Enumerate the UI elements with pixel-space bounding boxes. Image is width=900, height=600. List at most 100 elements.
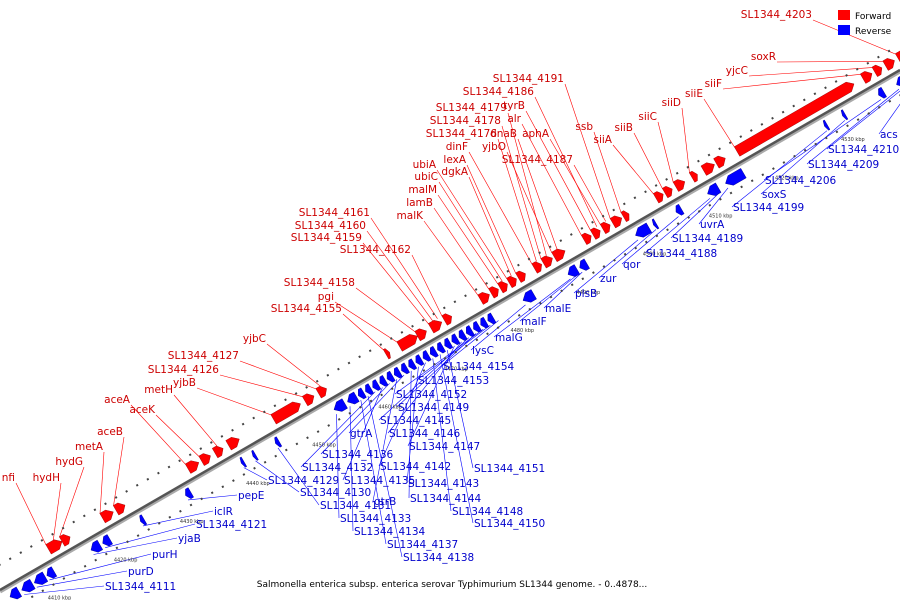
reverse-gene-arrow[interactable] bbox=[565, 264, 581, 280]
reverse-gene-arrow[interactable] bbox=[464, 325, 475, 338]
reverse-gene-label[interactable]: SL1344_4132 bbox=[302, 462, 373, 474]
forward-gene-arrow[interactable] bbox=[225, 434, 242, 451]
reverse-gene-label[interactable]: iclR bbox=[214, 506, 233, 518]
reverse-gene-arrow[interactable] bbox=[520, 289, 537, 305]
forward-gene-label[interactable]: ubiC bbox=[414, 171, 438, 183]
forward-gene-arrow[interactable] bbox=[589, 226, 603, 240]
reverse-gene-label[interactable]: SL1344_4150 bbox=[474, 518, 545, 530]
forward-gene-label[interactable]: SL1344_4176 bbox=[426, 128, 498, 140]
reverse-gene-arrow[interactable] bbox=[577, 258, 590, 273]
reverse-gene-label[interactable]: SL1344_4210 bbox=[828, 144, 899, 156]
forward-gene-label[interactable]: SL1344_4127 bbox=[168, 350, 239, 362]
forward-gene-label[interactable]: aceA bbox=[104, 394, 131, 406]
forward-gene-arrow[interactable] bbox=[99, 507, 116, 524]
forward-gene-arrow[interactable] bbox=[315, 384, 330, 399]
reverse-gene-label[interactable]: SL1344_4135 bbox=[344, 475, 415, 487]
forward-gene-label[interactable]: dnaB bbox=[490, 128, 517, 140]
forward-gene-label[interactable]: siiC bbox=[638, 111, 657, 123]
reverse-gene-label[interactable]: uvrA bbox=[700, 219, 725, 231]
forward-gene-label[interactable]: dinF bbox=[446, 141, 468, 153]
forward-gene-arrow[interactable] bbox=[382, 347, 392, 360]
reverse-gene-arrow[interactable] bbox=[442, 337, 454, 351]
reverse-gene-arrow[interactable] bbox=[183, 487, 194, 501]
forward-gene-arrow[interactable] bbox=[477, 290, 493, 305]
reverse-gene-arrow[interactable] bbox=[88, 539, 104, 555]
forward-gene-arrow[interactable] bbox=[45, 537, 65, 555]
reverse-gene-label[interactable]: purH bbox=[152, 549, 178, 561]
forward-gene-arrow[interactable] bbox=[531, 260, 545, 274]
forward-gene-label[interactable]: siiF bbox=[705, 78, 722, 90]
reverse-gene-arrow[interactable] bbox=[273, 436, 283, 449]
reverse-gene-label[interactable]: SL1344_4144 bbox=[410, 493, 482, 505]
reverse-gene-label[interactable]: qor bbox=[623, 259, 641, 271]
reverse-gene-arrow[interactable] bbox=[822, 119, 831, 131]
forward-gene-label[interactable]: SL1344_4191 bbox=[493, 73, 564, 85]
forward-gene-arrow[interactable] bbox=[609, 213, 625, 229]
forward-gene-label[interactable]: SL1344_4179 bbox=[436, 102, 507, 114]
reverse-gene-label[interactable]: SL1344_4111 bbox=[105, 581, 176, 593]
reverse-gene-arrow[interactable] bbox=[840, 109, 849, 121]
reverse-gene-arrow[interactable] bbox=[100, 534, 113, 548]
forward-gene-label[interactable]: yjbC bbox=[243, 333, 266, 345]
reverse-gene-label[interactable]: SL1344_4129 bbox=[268, 475, 339, 487]
reverse-gene-label[interactable]: SL1344_4145 bbox=[380, 415, 451, 427]
reverse-gene-arrow[interactable] bbox=[705, 182, 722, 199]
forward-gene-arrow[interactable] bbox=[270, 399, 304, 425]
forward-gene-arrow[interactable] bbox=[427, 317, 444, 334]
reverse-gene-label[interactable]: SL1344_4136 bbox=[322, 449, 394, 461]
reverse-gene-arrow[interactable] bbox=[345, 391, 360, 407]
reverse-gene-arrow[interactable] bbox=[44, 566, 58, 581]
reverse-gene-arrow[interactable] bbox=[428, 345, 439, 359]
reverse-gene-label[interactable]: SL1344_4138 bbox=[403, 552, 474, 564]
reverse-gene-arrow[interactable] bbox=[894, 74, 900, 90]
forward-gene-label[interactable]: hydG bbox=[55, 456, 83, 468]
forward-gene-label[interactable]: aceB bbox=[97, 426, 123, 438]
forward-gene-label[interactable]: aphA bbox=[522, 128, 550, 140]
forward-gene-label[interactable]: siiE bbox=[685, 88, 703, 100]
forward-gene-label[interactable]: siiB bbox=[614, 122, 633, 134]
forward-gene-arrow[interactable] bbox=[895, 48, 900, 64]
reverse-gene-label[interactable]: yjaB bbox=[178, 533, 201, 545]
forward-gene-arrow[interactable] bbox=[396, 331, 421, 352]
reverse-gene-arrow[interactable] bbox=[363, 383, 374, 397]
reverse-gene-arrow[interactable] bbox=[876, 86, 887, 100]
reverse-gene-arrow[interactable] bbox=[456, 329, 468, 343]
forward-gene-label[interactable]: dgkA bbox=[441, 166, 468, 178]
forward-gene-arrow[interactable] bbox=[441, 312, 455, 326]
reverse-gene-arrow[interactable] bbox=[471, 320, 482, 334]
reverse-gene-label[interactable]: SL1344_4199 bbox=[733, 202, 804, 214]
forward-gene-label[interactable]: SL1344_4161 bbox=[299, 207, 370, 219]
forward-gene-arrow[interactable] bbox=[497, 279, 511, 294]
forward-gene-label[interactable]: yjbB bbox=[173, 377, 196, 389]
reverse-gene-label[interactable]: SL1344_4121 bbox=[196, 519, 267, 531]
reverse-gene-label[interactable]: SL1344_4131 bbox=[320, 500, 391, 512]
forward-gene-arrow[interactable] bbox=[859, 69, 875, 84]
forward-gene-label[interactable]: metA bbox=[75, 441, 104, 453]
forward-gene-arrow[interactable] bbox=[700, 160, 717, 176]
forward-gene-label[interactable]: malM bbox=[408, 184, 437, 196]
reverse-gene-label[interactable]: zur bbox=[600, 273, 617, 285]
reverse-gene-arrow[interactable] bbox=[420, 350, 432, 363]
reverse-gene-label[interactable]: malE bbox=[545, 303, 571, 315]
forward-gene-label[interactable]: SL1344_4178 bbox=[430, 115, 501, 127]
reverse-gene-arrow[interactable] bbox=[406, 358, 418, 372]
reverse-gene-label[interactable]: gtrA bbox=[350, 428, 373, 440]
forward-gene-label[interactable]: metH bbox=[144, 384, 173, 396]
reverse-gene-label[interactable]: soxS bbox=[762, 189, 787, 201]
forward-gene-label[interactable]: SL1344_4159 bbox=[291, 232, 362, 244]
reverse-gene-arrow[interactable] bbox=[723, 168, 747, 188]
reverse-gene-arrow[interactable] bbox=[413, 354, 425, 368]
forward-gene-arrow[interactable] bbox=[652, 189, 666, 204]
reverse-gene-label[interactable]: purD bbox=[128, 566, 154, 578]
reverse-gene-label[interactable]: lysC bbox=[472, 345, 494, 357]
forward-gene-label[interactable]: aceK bbox=[129, 404, 156, 416]
forward-gene-arrow[interactable] bbox=[112, 500, 128, 516]
forward-gene-label[interactable]: SL1344_4187 bbox=[502, 154, 573, 166]
forward-gene-arrow[interactable] bbox=[515, 269, 529, 283]
forward-gene-arrow[interactable] bbox=[599, 220, 613, 235]
forward-gene-arrow[interactable] bbox=[688, 170, 700, 183]
forward-gene-label[interactable]: tyrB bbox=[503, 100, 525, 112]
reverse-gene-arrow[interactable] bbox=[356, 387, 367, 401]
reverse-gene-arrow[interactable] bbox=[239, 456, 248, 468]
reverse-gene-arrow[interactable] bbox=[377, 375, 389, 388]
